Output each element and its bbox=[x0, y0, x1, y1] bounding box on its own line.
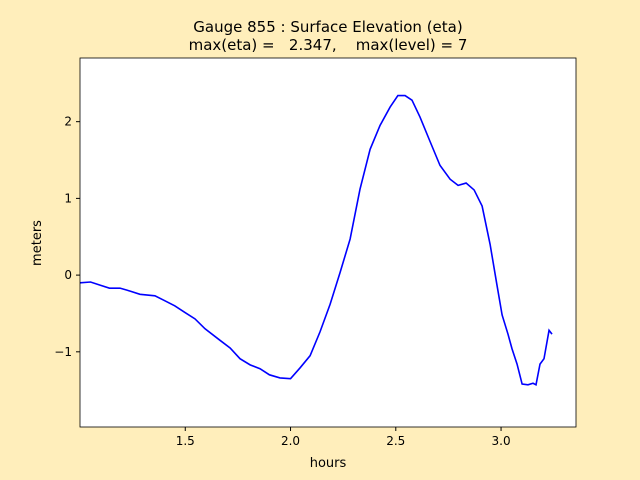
y-tick-label: 1 bbox=[64, 191, 72, 205]
axes-frame bbox=[79, 57, 577, 428]
x-axis-label: hours bbox=[310, 456, 347, 471]
y-tick-label: −1 bbox=[54, 345, 72, 359]
x-tick-label: 3.0 bbox=[492, 434, 511, 448]
chart-subtitle: max(eta) = 2.347, max(level) = 7 bbox=[189, 36, 468, 54]
y-tick-label: 2 bbox=[64, 115, 72, 129]
x-tick-label: 1.5 bbox=[176, 434, 195, 448]
x-tick-label: 2.5 bbox=[386, 434, 405, 448]
y-tick-label: 0 bbox=[64, 268, 72, 282]
x-tick-label: 2.0 bbox=[281, 434, 300, 448]
line bbox=[79, 94, 553, 387]
chart-title: Gauge 855 : Surface Elevation (eta) bbox=[193, 18, 462, 36]
y-axis-label: meters bbox=[30, 220, 45, 266]
plot-area bbox=[80, 58, 576, 427]
